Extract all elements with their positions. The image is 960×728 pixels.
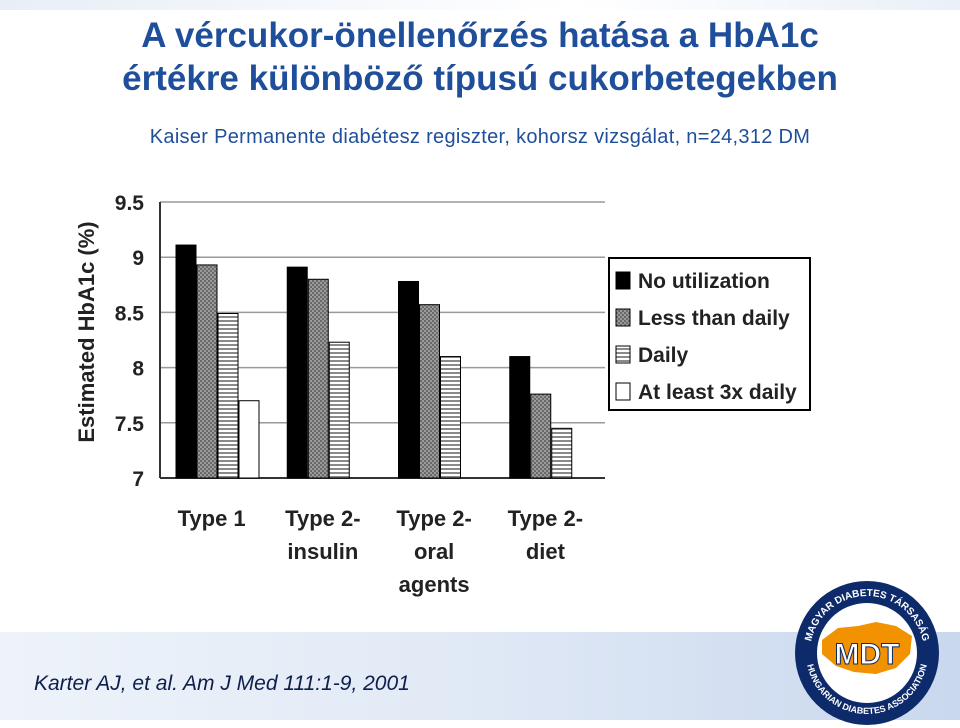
slide-title: A vércukor-önellenőrzés hatása a HbA1c é… xyxy=(0,14,960,100)
bar-daily xyxy=(217,313,239,479)
y-tick-label: 9.5 xyxy=(115,192,145,215)
x-tick-label: oral xyxy=(414,539,454,564)
citation-text: Karter AJ, et al. Am J Med 111:1-9, 2001 xyxy=(34,672,410,695)
legend-swatch-no-utilization xyxy=(615,271,631,290)
bar-less-than-daily xyxy=(419,304,440,479)
x-tick-label: Type 2- xyxy=(508,506,583,531)
legend-label-daily: Daily xyxy=(638,344,689,367)
mdt-logo: MDT MAGYAR DIABETES TÁRSASÁG HUNGARIAN D… xyxy=(795,581,939,725)
legend-label-no-utilization: No utilization xyxy=(638,270,770,293)
bar-no-utilization xyxy=(398,280,419,479)
y-tick-label: 7 xyxy=(132,468,144,491)
x-tick-label: Type 2- xyxy=(285,506,360,531)
legend-swatch-daily xyxy=(615,345,631,364)
x-tick-label: Type 2- xyxy=(396,506,471,531)
top-decor-bar xyxy=(0,0,960,10)
legend-label-at-least-3x-daily: At least 3x daily xyxy=(638,381,797,404)
y-tick-label: 7.5 xyxy=(115,413,145,436)
bar-no-utilization xyxy=(509,356,531,479)
hungary-map-icon xyxy=(822,622,912,674)
bar-daily xyxy=(328,341,350,479)
slide-subtitle: Kaiser Permanente diabétesz regiszter, k… xyxy=(149,126,811,148)
y-tick-label: 8 xyxy=(132,358,144,381)
slide-title-line-1: A vércukor-önellenőrzés hatása a HbA1c xyxy=(141,16,819,55)
y-tick-label: 9 xyxy=(132,247,144,270)
slide-title-line-2: értékre különböző típusú cukorbetegekben xyxy=(122,59,838,98)
chart-legend: No utilization Less than daily Daily At lea… xyxy=(608,257,811,411)
legend-swatch-at-least-3x-daily xyxy=(615,382,631,401)
legend-label-less-than-daily: Less than daily xyxy=(638,307,790,330)
y-axis-label: Estimated HbA1c (%) xyxy=(74,221,99,442)
y-tick-label: 8.5 xyxy=(115,302,145,325)
bar-less-than-daily xyxy=(307,278,329,479)
bar-at-least-3x-daily xyxy=(238,400,260,479)
hba1c-bar-chart: 9.5 9 8.5 8 7.5 7 Type 1 Type 2- insulin Type 2-… xyxy=(74,192,811,597)
x-tick-labels: Type 1 Type 2- insulin Type 2- oral agents Typ… xyxy=(178,506,583,597)
bar-less-than-daily xyxy=(530,393,552,479)
x-tick-label: insulin xyxy=(287,539,358,564)
bar-less-than-daily xyxy=(196,264,218,479)
legend-swatch-less-than-daily xyxy=(615,308,631,327)
x-tick-label: diet xyxy=(526,539,566,564)
x-tick-label: Type 1 xyxy=(178,506,246,531)
bar-daily xyxy=(551,427,573,479)
bars-layer xyxy=(175,244,573,479)
x-tick-label: agents xyxy=(399,572,470,597)
bar-no-utilization xyxy=(286,266,308,479)
legend-box xyxy=(608,257,811,411)
bar-daily xyxy=(440,356,461,479)
bar-no-utilization xyxy=(175,244,197,479)
logo-center-text: MDT xyxy=(835,638,900,671)
